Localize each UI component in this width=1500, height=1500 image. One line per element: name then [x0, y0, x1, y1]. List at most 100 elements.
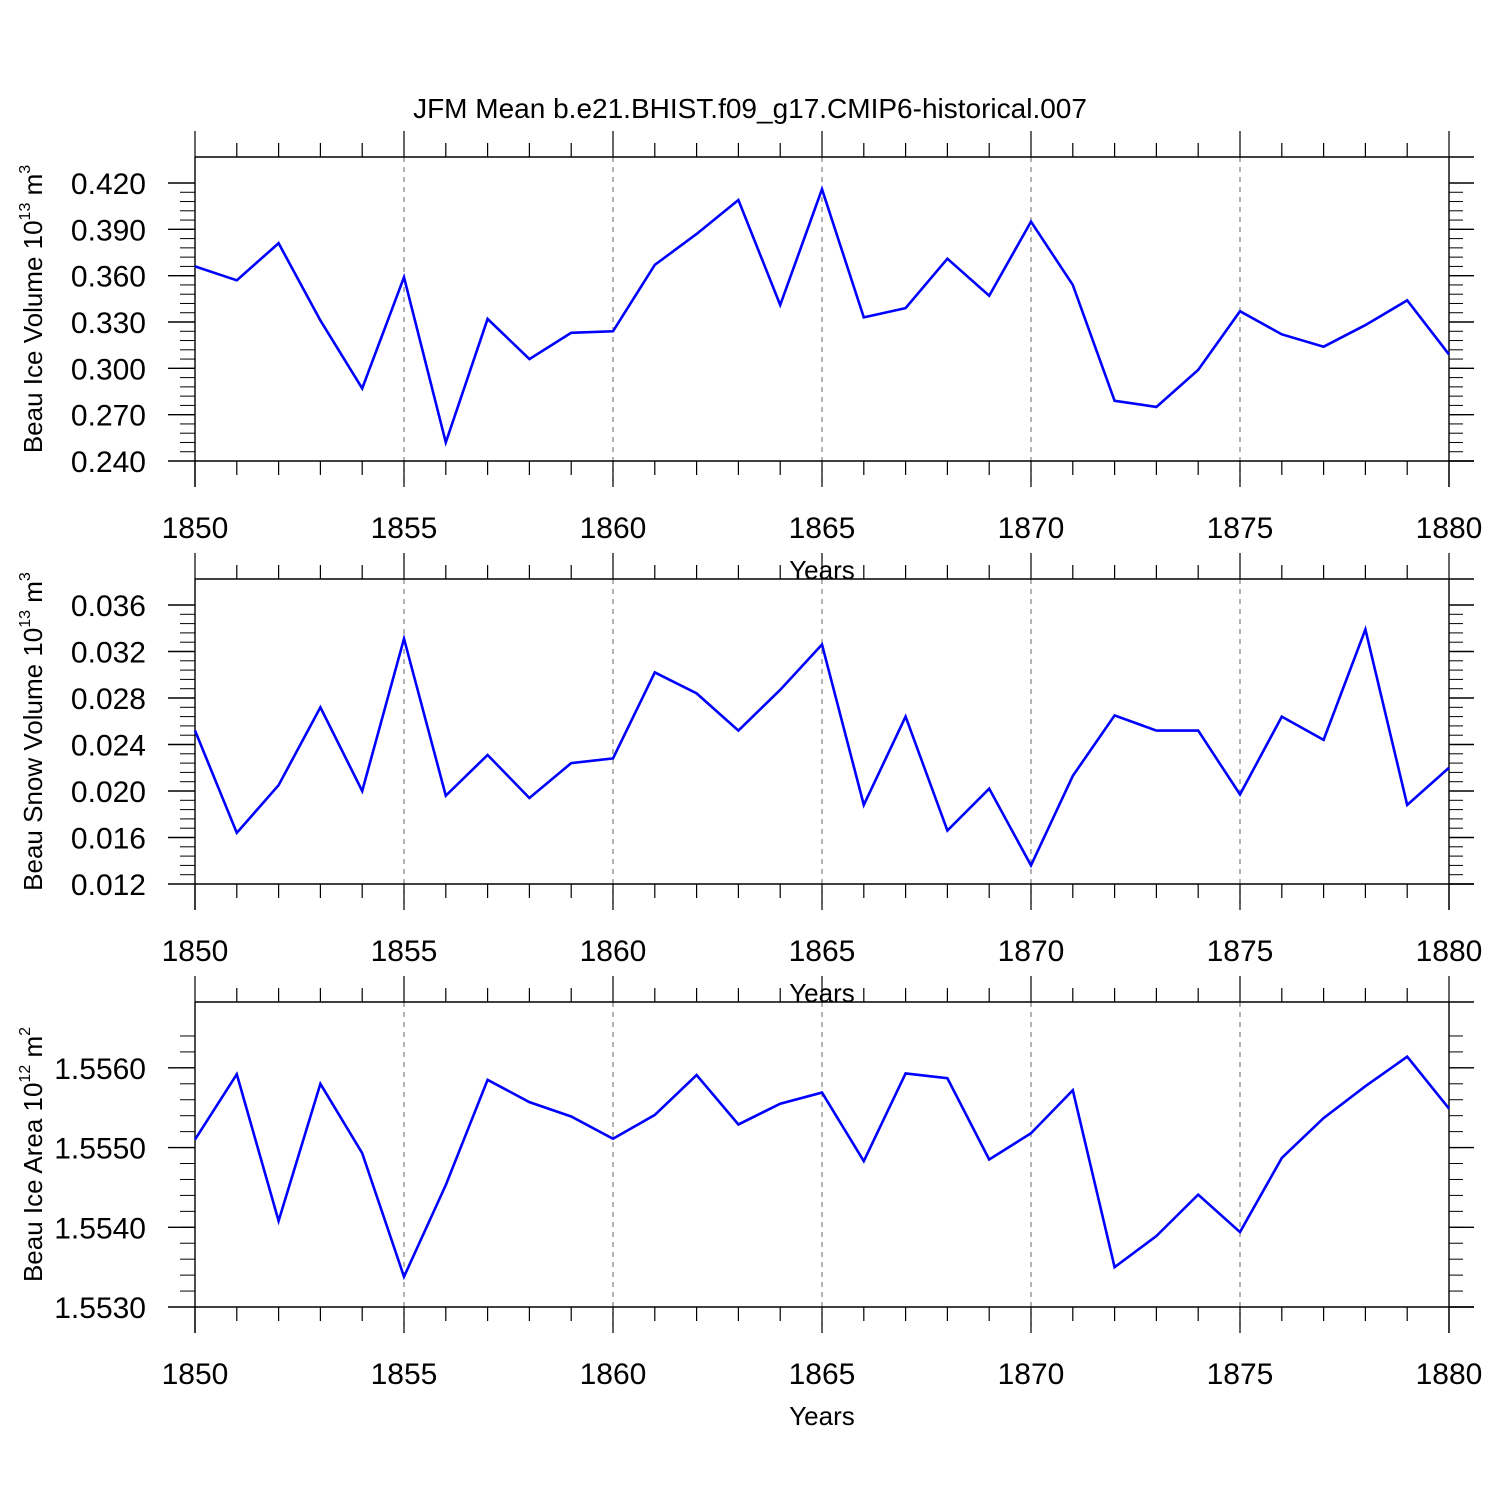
- data-point: [571, 1116, 572, 1117]
- data-point: [571, 332, 572, 333]
- x-tick-label: 1865: [789, 1358, 856, 1391]
- y-axis-label: Beau Snow Volume 1013 m3: [17, 572, 48, 891]
- data-point: [1240, 794, 1241, 795]
- data-point: [487, 754, 488, 755]
- y-tick-label: 0.390: [71, 214, 146, 247]
- data-point: [1449, 767, 1450, 768]
- y-label-exponent: 12: [17, 1065, 34, 1083]
- data-point: [1323, 1118, 1324, 1119]
- data-point: [1198, 1194, 1199, 1195]
- data-point: [529, 1102, 530, 1103]
- x-tick-label: 1850: [162, 1358, 229, 1391]
- data-point: [989, 788, 990, 789]
- y-axis-label: Beau Ice Volume 1013 m3: [17, 165, 48, 453]
- data-point: [905, 308, 906, 309]
- series-line: [193, 624, 1450, 869]
- data-point: [654, 672, 655, 673]
- x-tick-label: 1850: [162, 935, 229, 968]
- data-point: [487, 318, 488, 319]
- data-point: [278, 243, 279, 244]
- x-tick-label: 1875: [1207, 935, 1274, 968]
- y-tick-label: 1.5540: [54, 1212, 146, 1245]
- data-point: [989, 295, 990, 296]
- y-tick-label: 0.012: [71, 869, 146, 902]
- data-point: [1407, 1056, 1408, 1057]
- y-label-unit-exponent: 2: [17, 1027, 34, 1036]
- data-point: [1031, 1133, 1032, 1134]
- y-tick-label: 0.032: [71, 637, 146, 670]
- data-point: [195, 730, 196, 731]
- data-point: [905, 1073, 906, 1074]
- data-point: [696, 1075, 697, 1076]
- data-point: [1449, 1108, 1450, 1109]
- data-point: [195, 1139, 196, 1140]
- data-point: [947, 258, 948, 259]
- data-point: [487, 1079, 488, 1080]
- data-point: [1281, 334, 1282, 335]
- panel-1: 0.240 0.270 0.300 0.330 0.360 0.390 0.420 1850 1…: [17, 131, 1482, 585]
- data-point: [320, 320, 321, 321]
- y-label-unit: m: [18, 581, 48, 610]
- panel-3: 1.5530 1.5540 1.5550 1.5560 1850 1855 1860 1865…: [17, 976, 1482, 1431]
- data-point: [445, 442, 446, 443]
- data-point: [1156, 730, 1157, 731]
- y-tick-label: 1.5530: [54, 1292, 146, 1325]
- data-point: [404, 277, 405, 278]
- data-point: [1281, 716, 1282, 717]
- y-tick-label: 0.420: [71, 168, 146, 201]
- x-tick-label: 1855: [371, 935, 438, 968]
- y-label-unit-exponent: 3: [17, 572, 34, 581]
- data-point: [654, 264, 655, 265]
- x-tick-label: 1875: [1207, 1358, 1274, 1391]
- y-tick-label: 0.330: [71, 307, 146, 340]
- data-point: [780, 1103, 781, 1104]
- x-tick-label: 1860: [580, 1358, 647, 1391]
- series-line: [193, 1054, 1451, 1281]
- data-point: [1240, 311, 1241, 312]
- data-point: [1323, 739, 1324, 740]
- x-tick-label: 1855: [371, 512, 438, 545]
- data-point: [278, 1220, 279, 1221]
- y-tick-label: 1.5560: [54, 1053, 146, 1086]
- data-point: [1114, 715, 1115, 716]
- y-tick-label: 0.028: [71, 683, 146, 716]
- data-point: [1156, 406, 1157, 407]
- x-tick-label: 1875: [1207, 512, 1274, 545]
- data-point: [822, 1092, 823, 1093]
- data-point: [362, 791, 363, 792]
- y-label-unit: m: [18, 174, 48, 203]
- x-tick-label: 1860: [580, 935, 647, 968]
- data-point: [362, 1153, 363, 1154]
- data-point: [989, 1159, 990, 1160]
- y-label-unit: m: [18, 1036, 48, 1065]
- y-label-exponent: 13: [17, 610, 34, 628]
- data-point: [320, 1083, 321, 1084]
- x-tick-label: 1870: [998, 1358, 1065, 1391]
- data-point: [738, 1124, 739, 1125]
- data-point: [236, 280, 237, 281]
- data-point: [1323, 346, 1324, 347]
- data-point: [1365, 1086, 1366, 1087]
- data-point: [1114, 1267, 1115, 1268]
- data-point: [780, 305, 781, 306]
- data-point: [1407, 300, 1408, 301]
- data-point: [863, 804, 864, 805]
- data-point: [1114, 400, 1115, 401]
- y-tick-label: 0.300: [71, 353, 146, 386]
- series-line: [194, 185, 1451, 448]
- data-point: [1449, 354, 1450, 355]
- data-point: [947, 1078, 948, 1079]
- data-point: [822, 189, 823, 190]
- data-point: [236, 832, 237, 833]
- y-tick-label: 1.5550: [54, 1133, 146, 1166]
- data-point: [780, 689, 781, 690]
- data-point: [1281, 1157, 1282, 1158]
- data-point: [696, 233, 697, 234]
- data-point: [445, 1185, 446, 1186]
- data-point: [1072, 284, 1073, 285]
- panel-2: 0.012 0.016 0.020 0.024 0.028 0.032 0.036 1850 1…: [17, 553, 1482, 1008]
- data-point: [863, 1161, 864, 1162]
- x-tick-label: 1870: [998, 512, 1065, 545]
- data-point: [529, 359, 530, 360]
